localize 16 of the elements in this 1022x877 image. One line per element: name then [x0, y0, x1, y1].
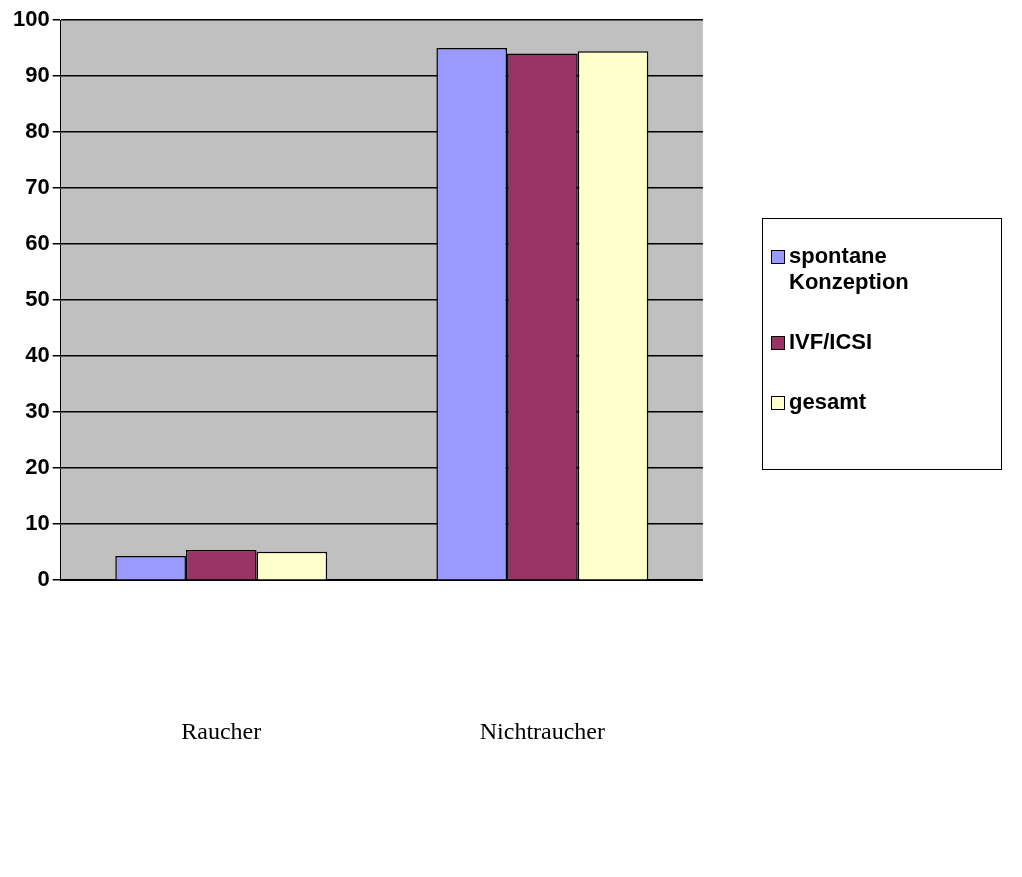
- y-tick-label: 80: [25, 118, 50, 144]
- y-tick-label: 60: [25, 230, 50, 256]
- y-tick-label: 100: [12, 6, 50, 32]
- y-tick-label: 90: [25, 62, 50, 88]
- y-tick-label: 30: [25, 398, 50, 424]
- legend-label: IVF/ICSI: [789, 329, 873, 355]
- x-tick-label: Nichtraucher: [479, 717, 606, 744]
- y-tick-label: 0: [37, 566, 50, 592]
- y-tick-label: 20: [25, 454, 50, 480]
- y-tick-label: 40: [25, 342, 50, 368]
- y-tick-label: 70: [25, 174, 50, 200]
- legend-label: spontane Konzeption: [789, 243, 910, 295]
- y-tick-label: 10: [25, 510, 50, 536]
- x-tick-label: Raucher: [181, 717, 262, 744]
- legend-label: gesamt: [789, 389, 867, 415]
- y-tick-label: 50: [25, 286, 50, 312]
